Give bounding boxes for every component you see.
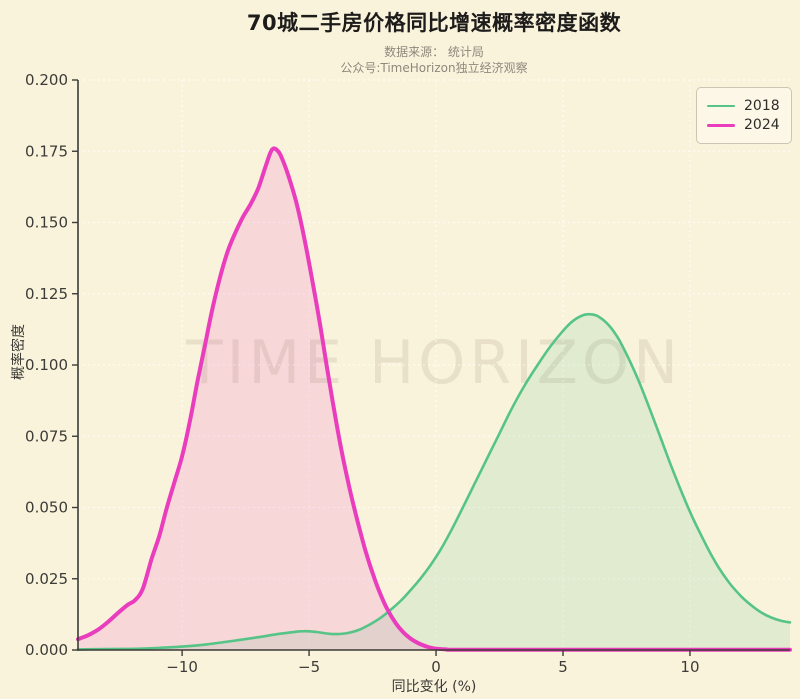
subtitle-source-line: 数据来源： 统计局: [384, 45, 484, 59]
legend-label-2024: 2024: [744, 117, 780, 133]
y-axis-label: 概率密度: [11, 324, 27, 380]
x-tick-label: 5: [558, 658, 568, 676]
y-tick-label: 0.075: [25, 427, 68, 445]
y-tick-label: 0.100: [25, 356, 68, 374]
y-tick-label: 0.050: [25, 499, 68, 517]
series-2018-area: [78, 314, 790, 650]
x-tick-label: −10: [166, 658, 198, 676]
series-2024-area: [78, 148, 790, 650]
y-tick-label: 0.125: [25, 285, 68, 303]
x-tick-label: 10: [680, 658, 699, 676]
y-tick-label: 0.175: [25, 142, 68, 160]
chart-subtitle: 数据来源： 统计局 公众号:TimeHorizon独立经济观察: [78, 44, 790, 76]
legend: 2018 2024: [696, 87, 792, 144]
chart-title: 70城二手房价格同比增速概率密度函数: [246, 11, 622, 35]
grid-layer: [78, 79, 790, 650]
legend-line-2024-icon: [707, 123, 735, 127]
x-tick-label: −5: [298, 658, 320, 676]
y-tick-label: 0.025: [25, 570, 68, 588]
tick-layer: −10 −5 0 5 10 0.000 0.025 0.050 0.075 0.100 0.125 0…: [25, 71, 699, 676]
legend-item-2018: 2018: [707, 98, 780, 114]
series-2024-line: [76, 146, 792, 652]
legend-line-2018-icon: [707, 105, 735, 107]
subtitle-account-line: 公众号:TimeHorizon独立经济观察: [340, 61, 528, 75]
legend-item-2024: 2024: [707, 117, 780, 133]
legend-label-2018: 2018: [744, 98, 780, 114]
y-tick-label: 0.000: [25, 641, 68, 659]
y-tick-label: 0.150: [25, 214, 68, 232]
series-2018-line: [76, 312, 792, 651]
x-tick-label: 0: [431, 658, 441, 676]
y-tick-label: 0.200: [25, 71, 68, 89]
x-axis-label: 同比变化 (%): [391, 679, 477, 695]
